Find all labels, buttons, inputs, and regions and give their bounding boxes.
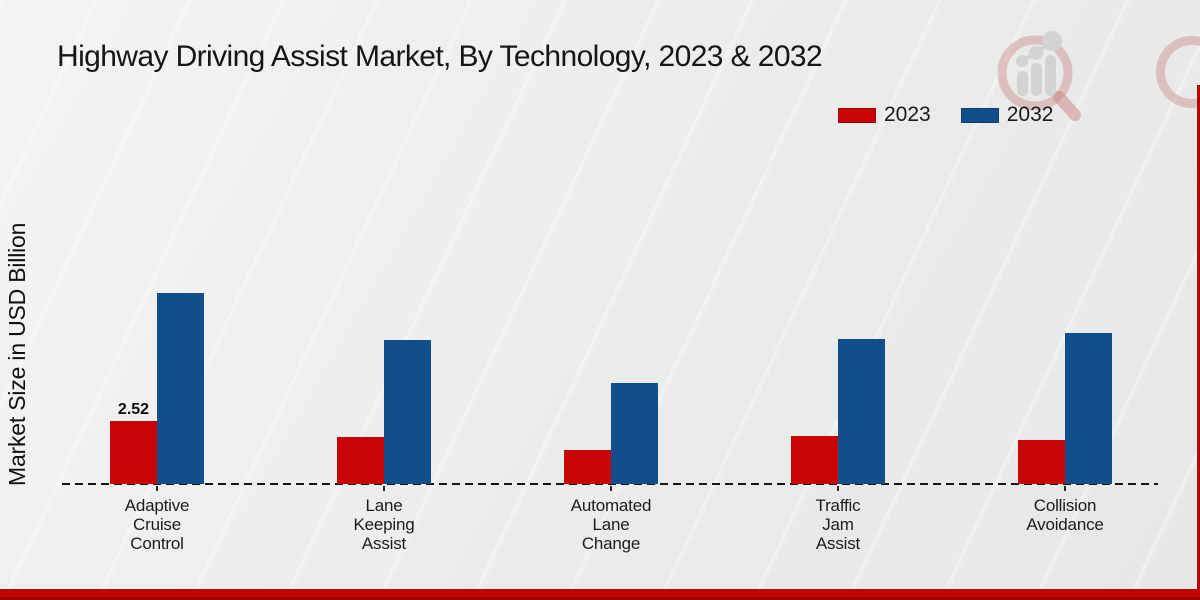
bar-2023-collision-avoidance (1018, 440, 1065, 484)
x-axis-label-adaptive-cruise-control: Adaptive Cruise Control (124, 496, 190, 553)
x-axis-tick (610, 486, 612, 491)
x-axis-label-lane-keeping-assist: Lane Keeping Assist (353, 496, 415, 553)
bar-2023-automated-lane-change (564, 450, 611, 484)
bar-value-label: 2.52 (117, 401, 150, 418)
x-axis-tick (1064, 486, 1066, 491)
right-edge-accent (1197, 85, 1200, 600)
bar-2032-collision-avoidance (1065, 333, 1112, 484)
legend: 2023 2032 (838, 103, 1053, 127)
legend-swatch-2032 (960, 107, 999, 123)
bottom-accent-bar (0, 589, 1200, 600)
legend-swatch-2023 (838, 107, 876, 123)
corner-watermark-ring-icon (1156, 36, 1200, 108)
x-axis-tick (383, 486, 385, 491)
x-axis-label-traffic-jam-assist: Traffic Jam Assist (815, 496, 861, 553)
bar-2032-lane-keeping-assist (384, 340, 431, 484)
x-axis-label-collision-avoidance: Collision Avoidance (1026, 496, 1104, 534)
chart-title: Highway Driving Assist Market, By Techno… (57, 40, 823, 73)
bar-2023-adaptive-cruise-control (110, 421, 157, 484)
bar-2023-lane-keeping-assist (337, 437, 384, 484)
x-axis-tick (156, 486, 158, 491)
bar-2032-adaptive-cruise-control (157, 293, 204, 484)
legend-label-2032: 2032 (1006, 103, 1054, 126)
x-axis-label-automated-lane-change: Automated Lane Change (570, 496, 652, 553)
bar-2032-traffic-jam-assist (838, 339, 885, 484)
legend-item-2032: 2032 (960, 103, 1054, 127)
magnifier-bar-chart-logo-icon (997, 31, 1081, 121)
x-axis-line (62, 483, 1158, 485)
legend-label-2023: 2023 (884, 103, 931, 126)
bar-2023-traffic-jam-assist (791, 436, 838, 484)
legend-item-2023: 2023 (838, 103, 931, 127)
bar-2032-automated-lane-change (611, 383, 658, 484)
x-axis-tick (837, 486, 839, 491)
